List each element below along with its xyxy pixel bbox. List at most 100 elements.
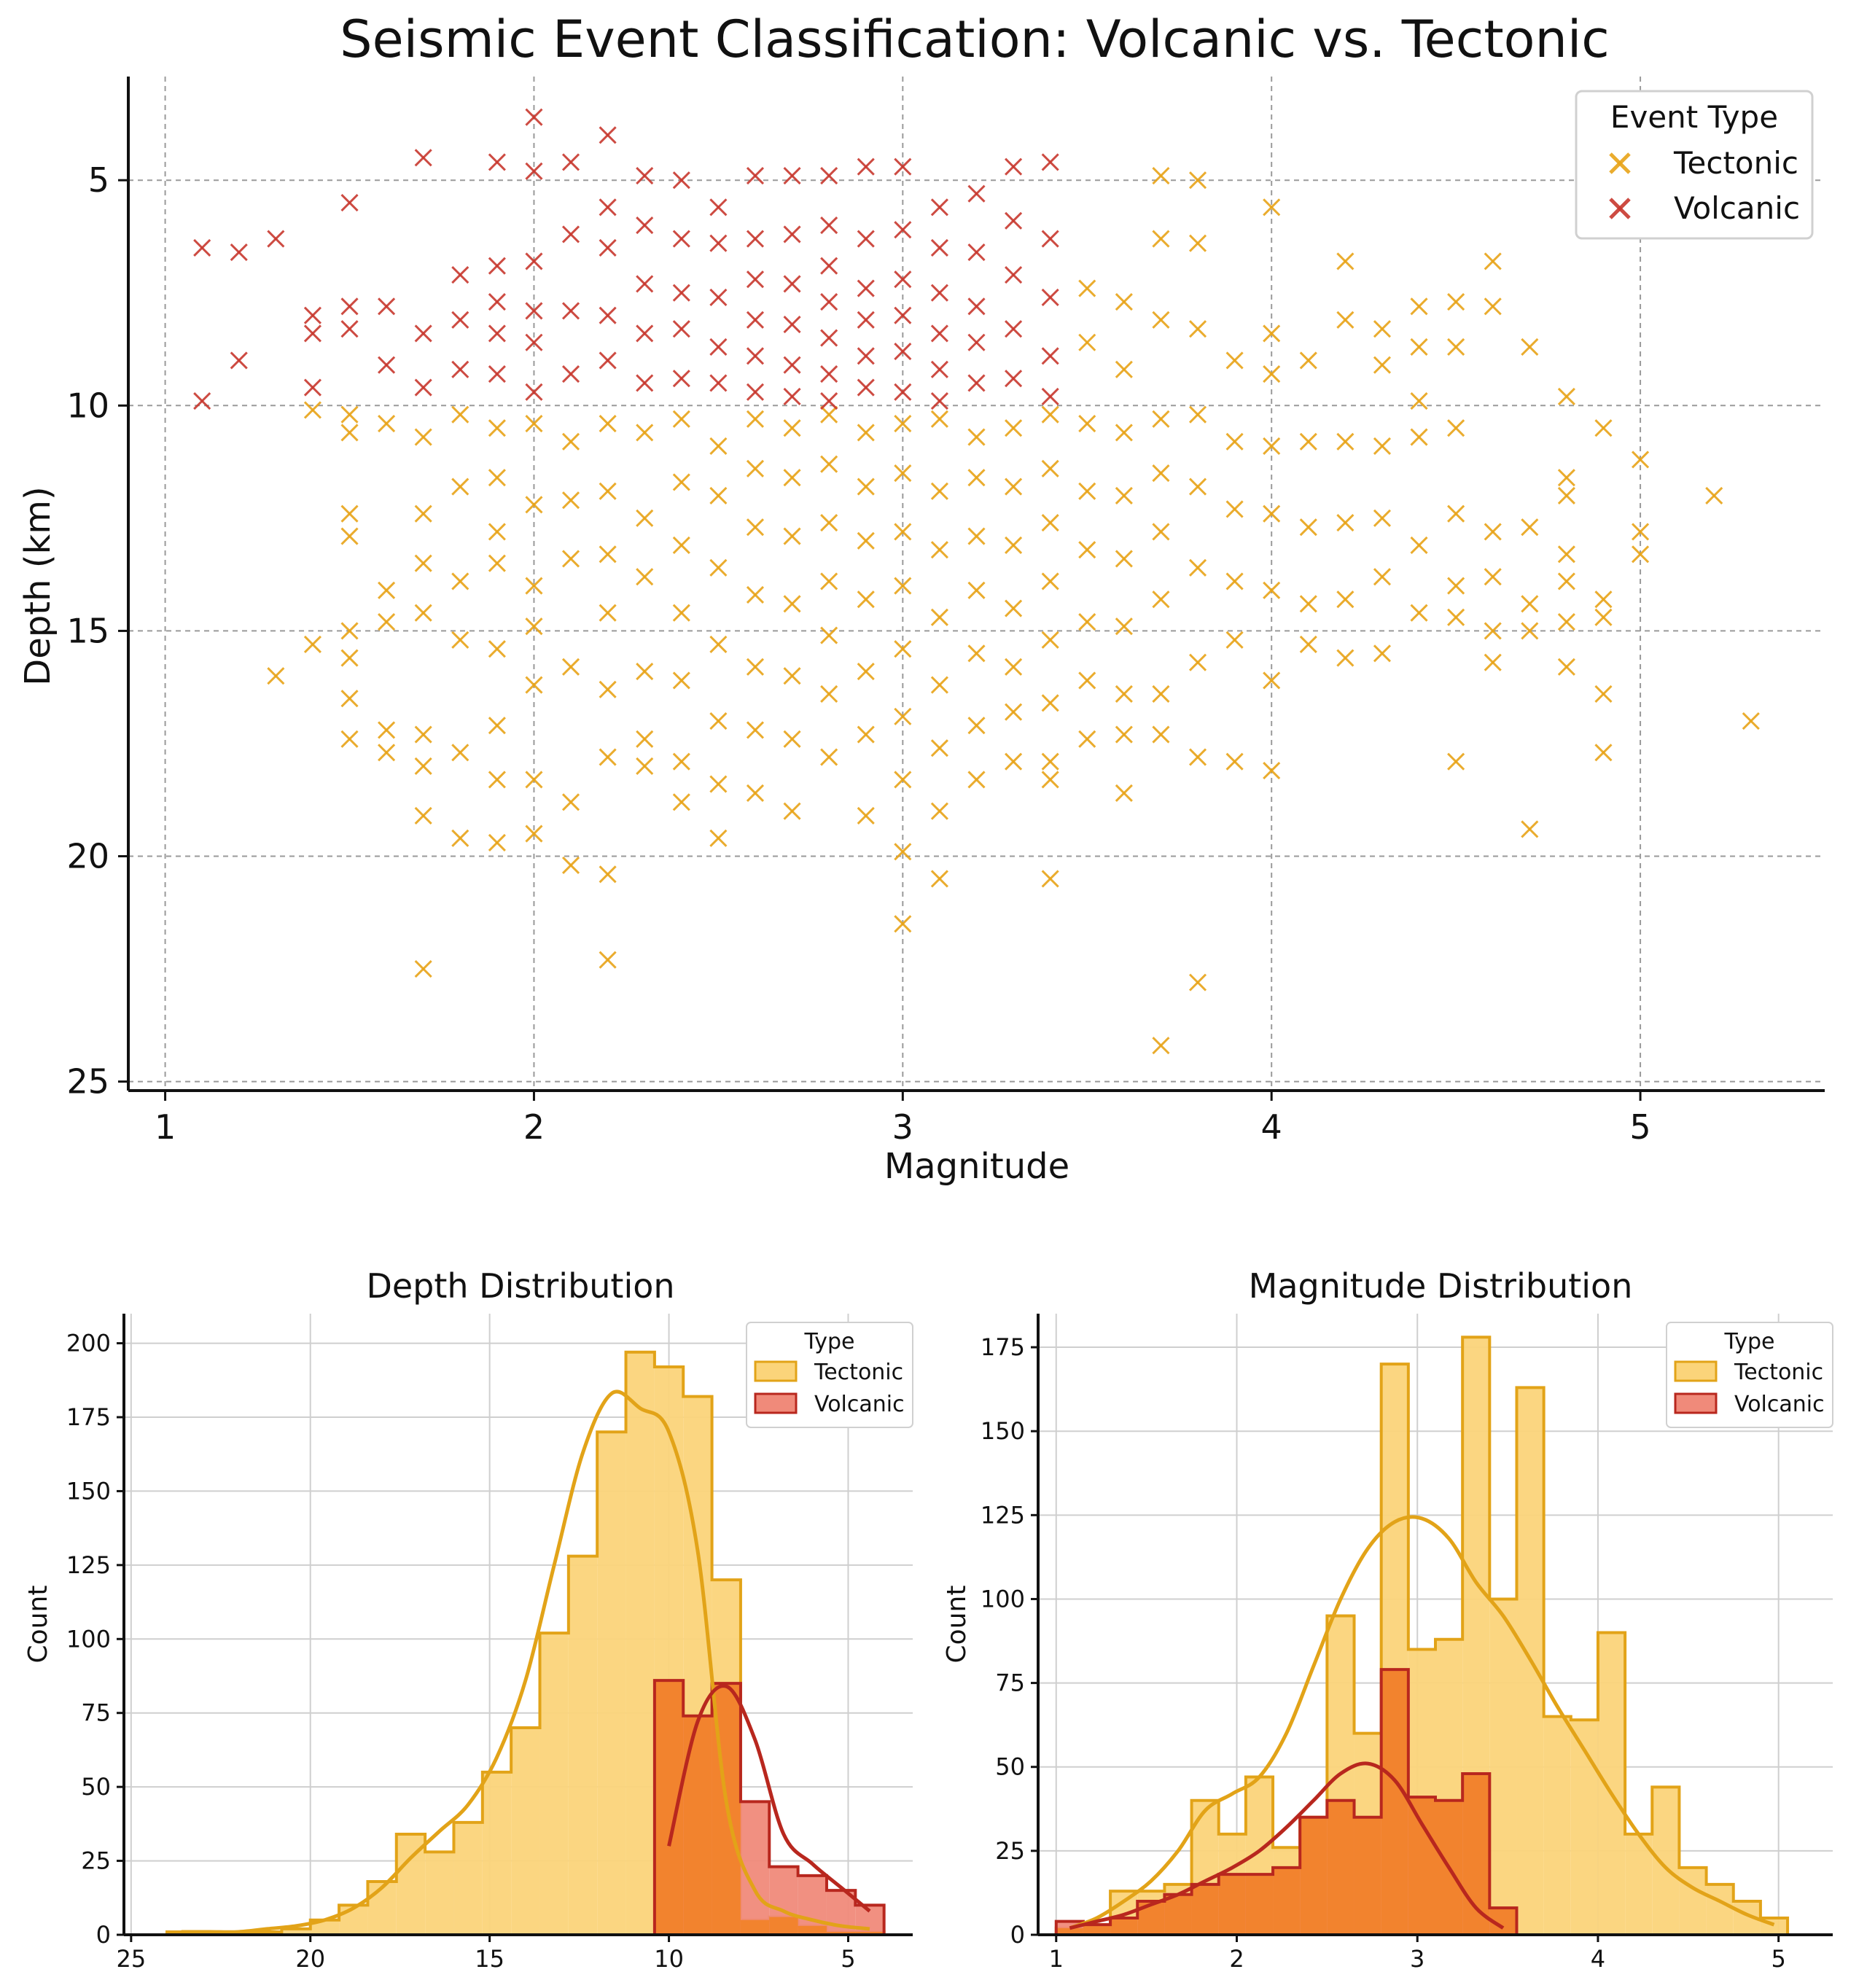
mag-hist-xtick-label: 1	[1049, 1945, 1064, 1973]
scatter-ytick-label: 25	[66, 1062, 109, 1102]
scatter-point-volcanic	[378, 297, 396, 316]
scatter-point-volcanic	[894, 157, 912, 176]
scatter-point-tectonic	[1336, 311, 1355, 329]
scatter-legend: Event Type Tectonic Volcanic	[1575, 90, 1814, 240]
scatter-point-tectonic	[1005, 658, 1023, 676]
depth-hist-bar-tectonic	[625, 1352, 655, 1935]
scatter-point-tectonic	[1705, 486, 1723, 505]
scatter-point-tectonic	[820, 405, 838, 424]
scatter-point-volcanic	[488, 365, 506, 383]
scatter-point-tectonic	[1299, 635, 1317, 654]
scatter-point-volcanic	[414, 324, 432, 343]
scatter-point-volcanic	[1041, 153, 1059, 171]
scatter-point-tectonic	[1005, 419, 1023, 437]
scatter-legend-title: Event Type	[1610, 99, 1778, 135]
scatter-point-volcanic	[414, 149, 432, 167]
scatter-point-volcanic	[451, 265, 469, 284]
scatter-point-tectonic	[967, 527, 986, 545]
scatter-point-volcanic	[820, 216, 838, 235]
scatter-point-tectonic	[857, 806, 875, 825]
scatter-point-volcanic	[783, 166, 801, 185]
scatter-point-tectonic	[414, 554, 432, 572]
scatter-point-volcanic	[303, 306, 321, 324]
scatter-point-tectonic	[1336, 432, 1355, 451]
scatter-point-tectonic	[930, 541, 948, 559]
scatter-point-tectonic	[709, 712, 728, 730]
scatter-point-volcanic	[488, 293, 506, 311]
scatter-point-tectonic	[1373, 437, 1392, 456]
mag-hist-xtick-label: 4	[1591, 1945, 1605, 1973]
scatter-point-tectonic	[967, 717, 986, 735]
scatter-point-tectonic	[561, 856, 580, 874]
scatter-point-volcanic	[1005, 320, 1023, 338]
scatter-point-tectonic	[451, 405, 469, 424]
scatter-point-volcanic	[857, 230, 875, 248]
scatter-point-tectonic	[930, 410, 948, 428]
scatter-point-tectonic	[414, 960, 432, 978]
mag-hist-ytick-label: 25	[995, 1837, 1025, 1865]
scatter-ytick-label: 10	[66, 386, 109, 425]
scatter-point-tectonic	[783, 730, 801, 748]
scatter-point-volcanic	[820, 365, 838, 383]
scatter-point-volcanic	[967, 243, 986, 262]
scatter-point-tectonic	[1115, 784, 1133, 803]
scatter-point-tectonic	[1299, 432, 1317, 451]
scatter-point-tectonic	[1152, 685, 1170, 703]
scatter-point-tectonic	[451, 477, 469, 496]
mag-hist-bar-overlap	[1056, 1927, 1083, 1935]
depth-hist-bar-tectonic	[482, 1771, 512, 1935]
scatter-point-tectonic	[967, 581, 986, 599]
depth-hist-kde-tectonic	[181, 1389, 870, 1934]
depth-hist-bar-overlap	[740, 1919, 770, 1935]
scatter-point-tectonic	[967, 469, 986, 487]
scatter-point-volcanic	[340, 320, 359, 338]
mag-hist-xtick-label: 2	[1229, 1945, 1244, 1973]
scatter-point-tectonic	[525, 577, 543, 595]
scatter-point-tectonic	[672, 752, 690, 771]
mag-hist-kde-volcanic	[1069, 1761, 1505, 1930]
scatter-point-volcanic	[599, 198, 617, 217]
mag-hist-bar-overlap	[1191, 1884, 1219, 1935]
scatter-point-tectonic	[1041, 752, 1059, 771]
mag-hist-bar-overlap	[1083, 1925, 1111, 1935]
scatter-point-tectonic	[561, 793, 580, 811]
mag-hist-ytick-label: 0	[1010, 1921, 1025, 1949]
scatter-point-tectonic	[746, 459, 765, 477]
scatter-point-tectonic	[1263, 581, 1281, 599]
scatter-point-volcanic	[967, 184, 986, 203]
scatter-point-tectonic	[1005, 536, 1023, 555]
mag-hist-xtick-label: 5	[1771, 1945, 1786, 1973]
mag-hist-ytick-label: 100	[981, 1585, 1025, 1613]
scatter-title: Seismic Event Classification: Volcanic v…	[340, 9, 1610, 69]
scatter-point-tectonic	[1188, 558, 1207, 577]
scatter-point-volcanic	[820, 329, 838, 347]
depth-hist-bar-tectonic	[281, 1928, 311, 1935]
scatter-point-tectonic	[1594, 419, 1613, 437]
scatter-point-tectonic	[1115, 550, 1133, 568]
scatter-point-volcanic	[783, 356, 801, 374]
scatter-point-tectonic	[1484, 568, 1502, 586]
scatter-point-tectonic	[1152, 410, 1170, 428]
scatter-point-tectonic	[561, 432, 580, 451]
scatter-point-volcanic	[525, 383, 543, 401]
scatter-point-tectonic	[1410, 338, 1428, 356]
depth-hist-bar-tectonic	[511, 1728, 540, 1935]
mag-hist-kde-tectonic	[1069, 1515, 1775, 1930]
scatter-point-volcanic	[488, 324, 506, 343]
mag-legend-volcanic: Volcanic	[1734, 1392, 1825, 1417]
scatter-point-tectonic	[599, 748, 617, 766]
scatter-point-tectonic	[1484, 297, 1502, 316]
scatter-point-volcanic	[820, 392, 838, 410]
scatter-point-tectonic	[1410, 297, 1428, 316]
scatter-point-volcanic	[672, 171, 690, 190]
scatter-point-tectonic	[709, 437, 728, 456]
scatter-point-tectonic	[894, 843, 912, 861]
scatter-point-tectonic	[1152, 166, 1170, 185]
scatter-point-tectonic	[1373, 568, 1392, 586]
depth-hist-ytick-label: 175	[66, 1403, 111, 1431]
scatter-point-tectonic	[525, 676, 543, 694]
scatter-point-tectonic	[709, 775, 728, 793]
scatter-point-tectonic	[1152, 1037, 1170, 1055]
scatter-point-volcanic	[672, 230, 690, 248]
